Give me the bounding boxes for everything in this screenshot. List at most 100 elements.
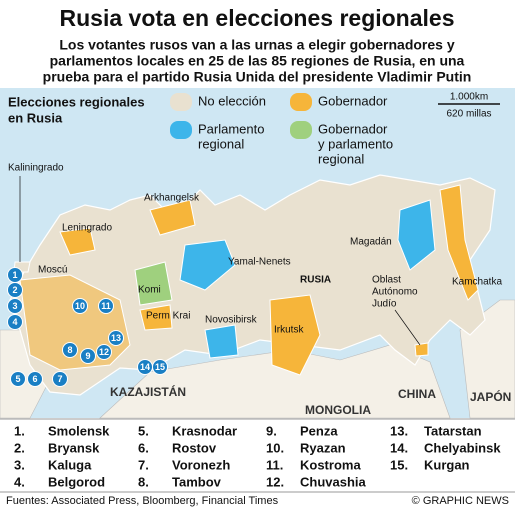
- map-marker: [52, 371, 68, 387]
- key-number: 8.: [138, 474, 149, 489]
- key-number: 4.: [14, 474, 25, 489]
- komi-region: [134, 261, 173, 306]
- key-name: Rostov: [172, 440, 217, 455]
- legend-label: y parlamento: [318, 136, 393, 151]
- map-marker: [7, 314, 23, 330]
- legend-label: Gobernador: [318, 93, 388, 108]
- map-label: Perm Krai: [146, 311, 190, 322]
- legend-label: regional: [318, 151, 364, 166]
- map-marker: [7, 298, 23, 314]
- map-marker-label: 6: [32, 374, 37, 384]
- map-marker: [27, 371, 43, 387]
- subtitle: prueba para el partido Rusia Unida del p…: [43, 69, 472, 85]
- map-label: Kamchatka: [452, 277, 502, 288]
- legend-swatch: [290, 121, 312, 139]
- map-label: Irkutsk: [274, 325, 304, 336]
- map-marker-label: 7: [57, 374, 62, 384]
- legend-title: en Rusia: [8, 110, 63, 125]
- map-label: Judío: [372, 299, 397, 310]
- key-number: 14.: [390, 440, 408, 455]
- key-number: 10.: [266, 440, 284, 455]
- map-marker-label: 8: [67, 345, 72, 355]
- arkhangelsk-region: [149, 199, 196, 236]
- map-marker: [98, 298, 114, 314]
- leningrad-region: [59, 227, 96, 256]
- subtitle: parlamentos locales en 25 de las 85 regi…: [50, 53, 465, 69]
- map-marker-label: 3: [12, 301, 17, 311]
- subtitle: Los votantes rusos van a las urnas a ele…: [59, 37, 454, 53]
- key-name: Voronezh: [172, 457, 230, 472]
- map-marker: [62, 342, 78, 358]
- key-name: Bryansk: [48, 440, 100, 455]
- map-marker: [7, 282, 23, 298]
- scale-km: 1.000km: [450, 92, 488, 103]
- key-number: 12.: [266, 474, 284, 489]
- key-name: Chuvashia: [300, 474, 367, 489]
- key-name: Tambov: [172, 474, 222, 489]
- map-label: Kaliningrado: [8, 163, 64, 174]
- map-marker: [10, 371, 26, 387]
- map-marker-label: 12: [99, 347, 109, 357]
- map-marker: [80, 348, 96, 364]
- map-label: Leningrado: [62, 223, 112, 234]
- map-marker-label: 13: [111, 333, 121, 343]
- map-label: Arkhangelsk: [144, 193, 200, 204]
- map-marker-label: 4: [12, 317, 17, 327]
- map-label: Magadán: [350, 237, 392, 248]
- map-marker-label: 5: [15, 374, 20, 384]
- map-label: Autónomo: [372, 287, 418, 298]
- title: Rusia vota en elecciones regionales: [60, 5, 455, 31]
- key-number: 2.: [14, 440, 25, 455]
- legend-swatch: [290, 93, 312, 111]
- legend-swatch: [170, 93, 192, 111]
- key-number: 5.: [138, 423, 149, 438]
- key-number: 9.: [266, 423, 277, 438]
- key-number: 15.: [390, 457, 408, 472]
- map-marker-label: 15: [155, 362, 165, 372]
- irkutsk-region: [269, 294, 321, 376]
- legend-swatch: [170, 121, 192, 139]
- map-marker: [72, 298, 88, 314]
- perm-region: [139, 304, 173, 331]
- key-name: Belgorod: [48, 474, 105, 489]
- source: Fuentes: Associated Press, Bloomberg, Fi…: [6, 495, 279, 507]
- leader-line: [394, 309, 421, 346]
- key-name: Ryazan: [300, 440, 346, 455]
- key-number: 13.: [390, 423, 408, 438]
- country-label: MONGOLIA: [305, 403, 371, 417]
- key-name: Penza: [300, 423, 338, 438]
- jewish-region: [414, 342, 429, 357]
- country-label: JAPÓN: [470, 389, 511, 404]
- key-name: Chelyabinsk: [424, 440, 501, 455]
- legend-label: No elección: [198, 93, 266, 108]
- legend-label: regional: [198, 136, 244, 151]
- map-label: Komi: [138, 285, 161, 296]
- country-label: CHINA: [398, 387, 436, 401]
- map-marker-label: 10: [75, 301, 85, 311]
- map-marker-label: 11: [101, 301, 111, 311]
- yamal-region: [179, 239, 236, 291]
- map-label: RUSIA: [300, 275, 331, 286]
- legend-label: Gobernador: [318, 121, 388, 136]
- key-number: 1.: [14, 423, 25, 438]
- map-label: Oblast: [372, 275, 401, 286]
- map-marker-label: 14: [140, 362, 150, 372]
- key-number: 3.: [14, 457, 25, 472]
- map-marker: [152, 359, 168, 375]
- scale-miles: 620 millas: [446, 109, 491, 120]
- key-name: Smolensk: [48, 423, 110, 438]
- map-label: Yamal-Nenets: [228, 257, 291, 268]
- key-number: 6.: [138, 440, 149, 455]
- map-marker-label: 2: [12, 285, 17, 295]
- key-number: 11.: [266, 457, 283, 472]
- map-marker: [108, 330, 124, 346]
- magadan-region: [397, 199, 436, 271]
- kamchatka-region: [439, 184, 479, 301]
- credit: © GRAPHIC NEWS: [412, 495, 509, 507]
- key-name: Kaluga: [48, 457, 92, 472]
- key-number: 7.: [138, 457, 149, 472]
- map-marker-label: 1: [12, 270, 17, 280]
- map-label: Novosibirsk: [205, 315, 258, 326]
- novosibirsk-region: [204, 324, 239, 359]
